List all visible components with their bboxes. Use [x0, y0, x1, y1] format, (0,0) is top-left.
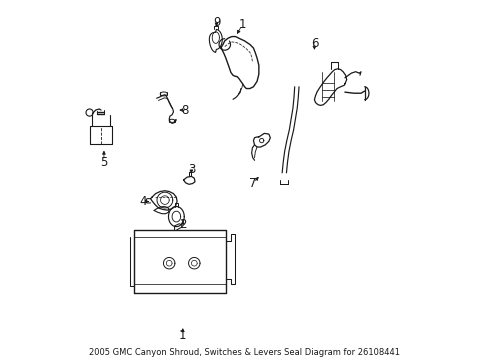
Text: 4: 4 [140, 195, 147, 208]
Text: 1: 1 [239, 18, 246, 31]
Text: 8: 8 [181, 104, 189, 117]
Text: 6: 6 [310, 37, 318, 50]
Text: 5: 5 [100, 156, 107, 168]
Text: 3: 3 [187, 163, 195, 176]
Text: 2: 2 [179, 218, 186, 231]
Text: 2005 GMC Canyon Shroud, Switches & Levers Seal Diagram for 26108441: 2005 GMC Canyon Shroud, Switches & Lever… [89, 348, 399, 357]
Text: 9: 9 [212, 16, 220, 29]
Text: 1: 1 [179, 329, 186, 342]
Text: 7: 7 [248, 177, 256, 190]
